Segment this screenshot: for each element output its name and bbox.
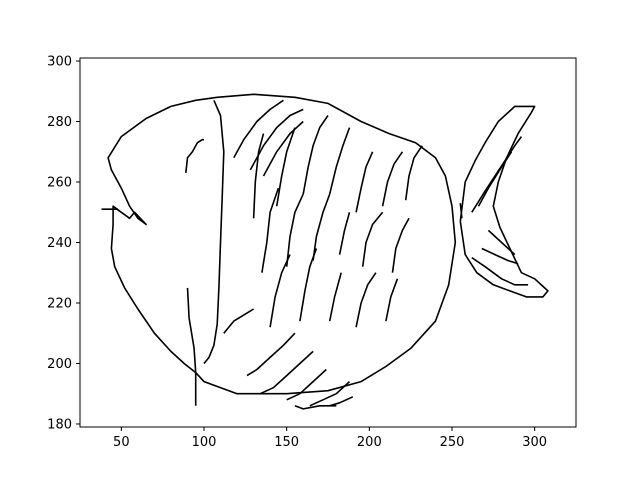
y-tick-label: 260 [47,176,72,191]
series-line-20 [381,151,404,207]
series-line-1 [203,99,225,365]
series-line-30 [328,272,342,322]
series-line-35 [286,368,327,401]
series-line-0 [107,93,457,395]
series-line-29 [299,248,318,322]
plot-lines [101,93,549,410]
y-tick-label: 240 [47,236,72,251]
series-line-28 [269,254,291,328]
series-line-17 [302,115,329,195]
y-tick-label: 300 [47,55,72,70]
series-line-19 [355,151,374,213]
series-line-21 [404,145,423,201]
series-line-22 [261,187,280,273]
series-line-27 [391,217,410,273]
series-line-10 [481,247,519,265]
series-line-9 [471,256,529,286]
series-line-25 [338,212,351,255]
series-line-26 [361,211,384,267]
x-tick-label: 250 [440,435,465,450]
x-tick-label: 50 [113,435,130,450]
series-line-38 [294,404,337,410]
series-line-16 [275,127,296,207]
plot-frame [79,57,577,428]
x-tick-label: 100 [192,435,217,450]
series-line-34 [259,350,314,395]
y-tick-label: 200 [47,357,72,372]
series-line-8 [477,151,513,207]
y-tick-label: 220 [47,296,72,311]
x-tick-label: 150 [274,435,299,450]
series-line-36 [309,381,351,407]
series-line-33 [246,332,296,377]
series-line-4 [186,287,197,406]
series-line-15 [252,133,265,219]
y-tick-label: 280 [47,115,72,130]
series-line-31 [355,272,377,328]
x-axis-ticks: 50 100 150 200 250 300 [113,427,547,450]
series-line-24 [312,193,331,261]
series-line-14 [262,120,304,177]
series-line-32 [385,278,399,322]
series-line-23 [285,193,304,267]
series-line-5 [459,105,549,298]
y-tick-label: 180 [47,417,72,432]
series-line-18 [328,127,351,195]
series-line-6 [459,203,463,219]
series-line-3 [185,138,204,173]
series-line-37 [329,396,354,407]
series-line-11 [487,229,516,256]
x-tick-label: 200 [357,435,382,450]
x-tick-label: 300 [522,435,547,450]
series-line-12 [233,99,284,159]
y-axis-ticks: 180 200 220 240 260 280 300 [47,55,80,432]
series-line-39 [223,308,255,334]
